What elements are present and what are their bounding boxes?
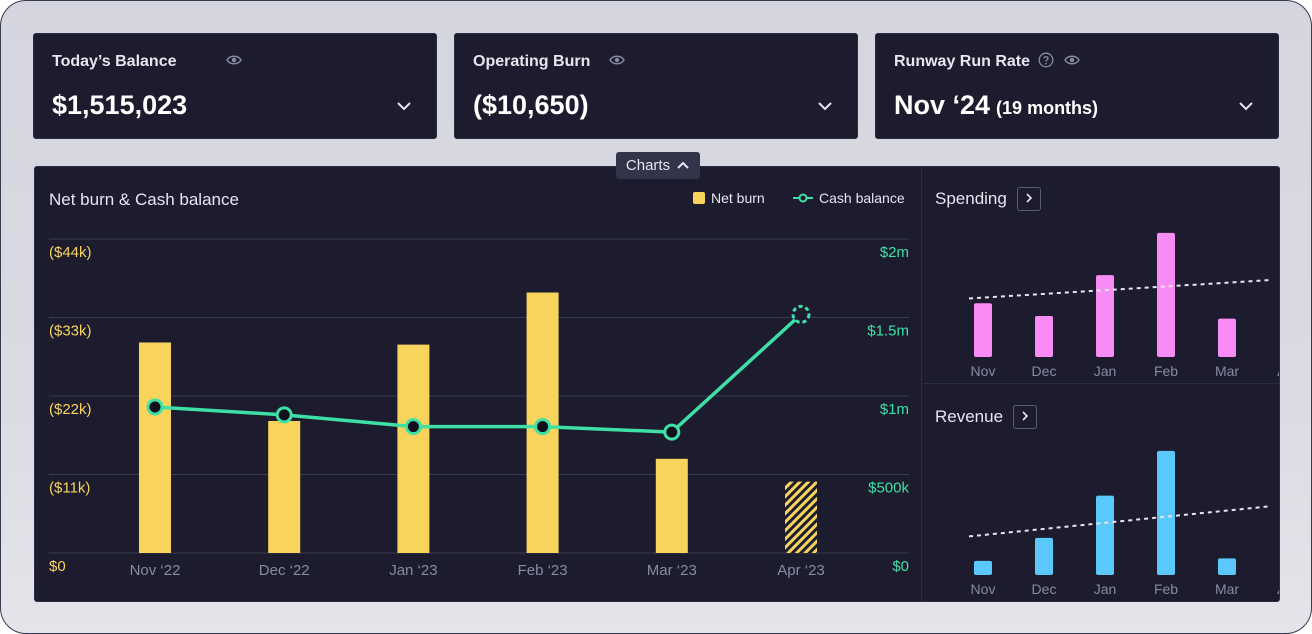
y-right-tick-label: $500k	[868, 480, 909, 497]
bar	[1218, 318, 1236, 357]
runway-card[interactable]: Runway Run Rate Nov ‘24 (19 months)	[875, 33, 1279, 139]
y-left-tick-label: $0	[49, 558, 66, 575]
chevron-down-icon[interactable]	[396, 98, 412, 116]
x-tick-label: Apr	[1277, 363, 1279, 379]
x-tick-label: Jan ‘23	[389, 562, 437, 579]
cash-balance-point	[663, 423, 681, 441]
x-tick-label: Dec	[1032, 581, 1057, 597]
net-burn-swatch	[693, 192, 705, 204]
y-right-tick-label: $1m	[880, 401, 909, 418]
legend-cash-balance: Cash balance	[793, 190, 905, 206]
bar	[974, 560, 992, 575]
side-divider	[922, 383, 1279, 384]
revenue-title: Revenue	[935, 407, 1004, 426]
net-burn-bar	[785, 481, 817, 553]
x-tick-label: Feb	[1154, 363, 1178, 379]
bar	[974, 303, 992, 357]
x-tick-label: Dec	[1032, 363, 1057, 379]
eye-icon[interactable]	[1064, 52, 1080, 73]
cash-balance-line	[154, 313, 803, 434]
card-value: Nov ‘24 (19 months)	[894, 90, 1099, 120]
bar	[1157, 232, 1175, 357]
y-right-tick-label: $1.5m	[867, 323, 909, 340]
spending-chart: Nov Dec Jan Feb Mar Apr	[968, 232, 1279, 379]
y-right-tick-label: $2m	[880, 244, 909, 261]
cash-line-swatch	[793, 190, 813, 206]
y-right-tick-label: $0	[892, 558, 909, 575]
spending-expand-button[interactable]	[1016, 187, 1041, 211]
cash-balance-point	[534, 418, 552, 436]
charts-toggle-button[interactable]: Charts	[616, 152, 700, 179]
net-burn-cash-chart: $0 $0 ($11k) $500k ($22k) $1m ($33k) $1.5m ($44k…	[49, 238, 909, 579]
y-left-tick-label: ($44k)	[49, 244, 92, 261]
y-left-tick-label: ($33k)	[49, 323, 92, 340]
eye-icon[interactable]	[609, 52, 625, 73]
bar	[1035, 316, 1053, 357]
card-title: Runway Run Rate	[894, 53, 1031, 70]
x-tick-label: Jan	[1094, 581, 1117, 597]
chevron-up-icon	[676, 157, 690, 174]
bar	[1035, 537, 1053, 575]
x-tick-label: Feb	[1154, 581, 1178, 597]
legend-net-burn: Net burn	[693, 190, 765, 206]
x-tick-label: Mar	[1215, 581, 1239, 597]
card-title: Operating Burn	[473, 53, 591, 70]
chevron-right-icon	[1025, 189, 1033, 209]
card-value: ($10,650)	[473, 90, 589, 120]
card-title: Today’s Balance	[52, 53, 177, 70]
y-left-tick-label: ($11k)	[49, 480, 90, 497]
x-tick-label: Apr	[1277, 581, 1279, 597]
card-value: $1,515,023	[52, 90, 188, 120]
bar	[1218, 558, 1236, 575]
revenue-header: Revenue	[935, 405, 1038, 429]
bar	[1096, 275, 1114, 357]
net-burn-bar	[655, 458, 688, 553]
spending-title: Spending	[935, 189, 1007, 208]
cash-balance-point	[404, 418, 422, 436]
revenue-expand-button[interactable]	[1013, 405, 1038, 429]
x-tick-label: Nov	[971, 363, 996, 379]
x-tick-label: Feb ‘23	[518, 562, 568, 579]
x-tick-label: Apr ‘23	[777, 562, 825, 579]
spending-header: Spending	[935, 187, 1041, 211]
legend-label: Net burn	[711, 190, 765, 206]
x-tick-label: Mar ‘23	[647, 562, 697, 579]
x-tick-label: Nov ‘22	[130, 562, 181, 579]
net-burn-bar	[139, 342, 171, 553]
eye-icon[interactable]	[226, 52, 242, 73]
help-icon[interactable]	[1038, 52, 1054, 73]
charts-toggle-label: Charts	[625, 157, 671, 174]
card-subvalue: (19 months)	[996, 98, 1099, 118]
net-burn-bar	[397, 344, 430, 553]
charts-panel: Net burn & Cash balance Net burn Cash ba…	[34, 166, 1280, 602]
revenue-chart: Nov Dec Jan Feb Mar Apr	[968, 450, 1279, 597]
cash-balance-point	[146, 398, 164, 416]
x-tick-label: Dec ‘22	[259, 562, 310, 579]
y-left-tick-label: ($22k)	[49, 401, 92, 418]
cash-balance-point	[791, 304, 811, 324]
operating-burn-card[interactable]: Operating Burn ($10,650)	[454, 33, 858, 139]
trendline	[968, 279, 1270, 300]
main-chart-title: Net burn & Cash balance	[49, 190, 239, 209]
chevron-right-icon	[1021, 407, 1029, 427]
bar	[1096, 495, 1114, 575]
balance-card[interactable]: Today’s Balance $1,515,023	[33, 33, 437, 139]
x-tick-label: Mar	[1215, 363, 1239, 379]
legend-label: Cash balance	[819, 190, 905, 206]
panel-divider	[921, 167, 922, 601]
x-tick-label: Jan	[1094, 363, 1117, 379]
cash-balance-point	[275, 406, 293, 424]
trendline	[968, 505, 1270, 538]
net-burn-bar	[268, 420, 301, 553]
bar	[1157, 450, 1175, 575]
chevron-down-icon[interactable]	[1238, 98, 1254, 116]
chevron-down-icon[interactable]	[817, 98, 833, 116]
x-tick-label: Nov	[971, 581, 996, 597]
